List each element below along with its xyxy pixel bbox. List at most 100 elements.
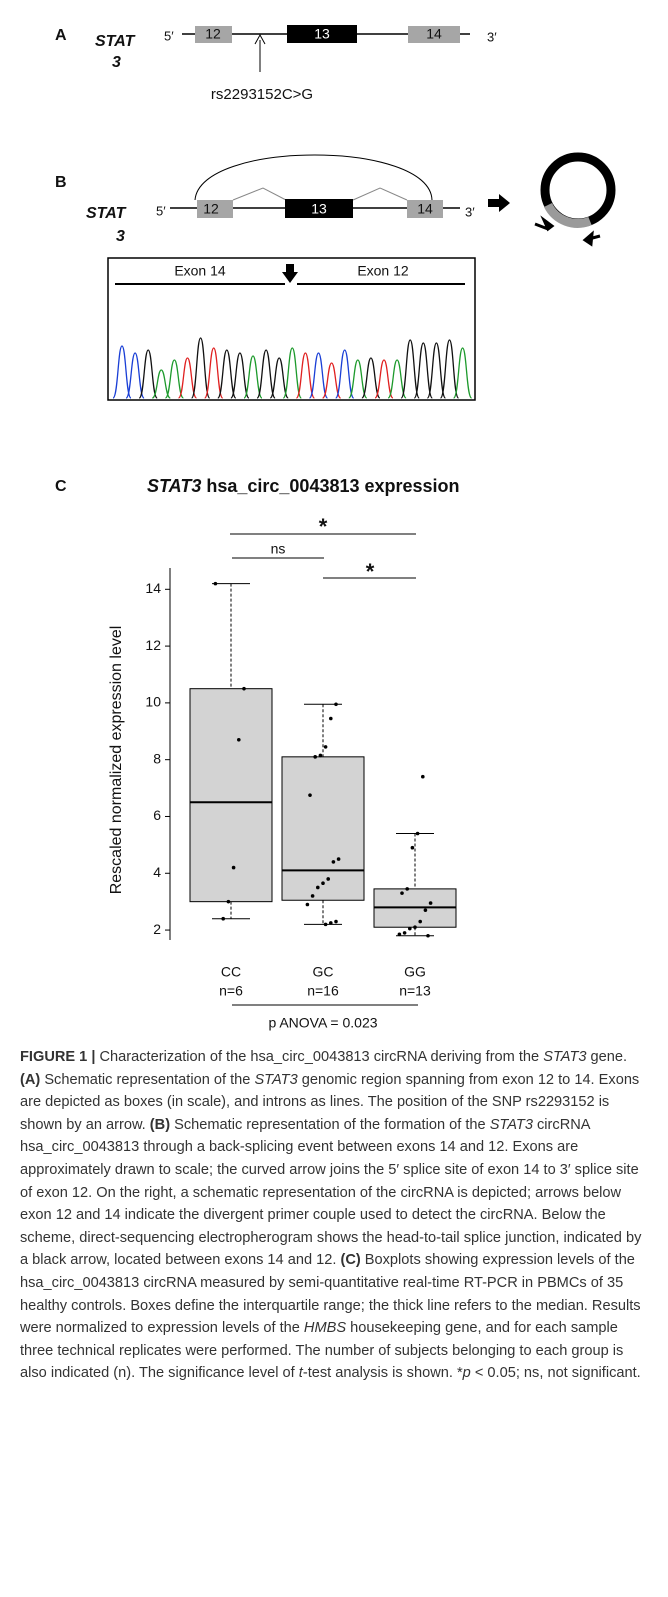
y-axis-label: Rescaled normalized expression level	[108, 626, 125, 895]
circrna-segment	[543, 202, 592, 228]
trace-peak	[269, 357, 289, 399]
trace-peak	[426, 342, 447, 399]
gene-label: 3	[116, 228, 125, 245]
gene-label: STAT	[95, 33, 136, 50]
chart-title: STAT3 hsa_circ_0043813 expression	[147, 476, 460, 496]
exon-label: 12	[205, 26, 221, 42]
y-tick-label: 8	[153, 750, 161, 766]
trace-peak	[151, 369, 171, 399]
trace-peak	[256, 349, 276, 399]
y-tick-label: 12	[145, 637, 161, 653]
exon-label: 13	[311, 201, 327, 217]
exon	[285, 199, 353, 218]
title-gene: STAT3	[147, 476, 201, 496]
data-point	[334, 702, 338, 707]
caption-text: < 0.05; ns, not significant.	[470, 1365, 641, 1382]
caption-text: genomic region spanning from exon 12 to …	[20, 1071, 640, 1133]
sig-star: *	[366, 559, 375, 584]
gene-label: 3	[112, 54, 121, 71]
data-point	[231, 865, 236, 870]
x-tick-label: GG	[404, 964, 426, 980]
data-point	[310, 894, 315, 898]
data-point	[318, 753, 323, 758]
data-point	[415, 831, 420, 836]
caption-text: Schematic representation of the	[40, 1071, 255, 1088]
data-point	[323, 745, 328, 749]
trace-peak	[374, 359, 394, 399]
data-point	[428, 901, 433, 905]
primer-arrow	[582, 230, 601, 247]
trace-peak	[125, 352, 145, 399]
data-point	[410, 845, 415, 850]
plot: 2 4 6 8 10 12 14 CC n=6 GC n=16 GG n=13 * ns * p ANOVA =…	[145, 514, 457, 1031]
data-point	[423, 908, 428, 912]
exon-label: 12	[203, 201, 219, 217]
caption-label: FIGURE 1 |	[20, 1049, 96, 1065]
trace-peak	[295, 352, 316, 399]
data-point	[316, 885, 320, 890]
data-point	[336, 857, 341, 861]
exon-label: 13	[314, 26, 330, 42]
caption-bold: (C)	[340, 1252, 361, 1269]
exon	[408, 26, 460, 43]
data-point	[331, 860, 336, 864]
y-tick-label: 10	[145, 694, 161, 710]
sig-star: *	[319, 514, 328, 539]
caption-bold: (B)	[149, 1116, 171, 1133]
electropherogram	[112, 337, 473, 399]
exon-label: 14	[426, 26, 442, 42]
data-point	[242, 686, 246, 691]
exon	[197, 200, 233, 218]
anova-label: p ANOVA = 0.023	[268, 1015, 377, 1031]
data-point	[305, 902, 310, 907]
exon	[195, 26, 232, 43]
title-text: hsa_circ_0043813 expression	[206, 476, 459, 496]
x-tick-label: GC	[313, 964, 334, 980]
caption-text: -test analysis is shown. *	[302, 1365, 463, 1382]
exon	[287, 25, 357, 43]
data-point	[329, 921, 333, 925]
splice-lines	[232, 187, 408, 201]
data-point	[329, 716, 333, 721]
caption-italic: STAT3	[489, 1116, 533, 1133]
trace-peak	[439, 339, 460, 399]
trace-peak	[335, 349, 355, 399]
trace-peak	[400, 339, 420, 399]
y-tick-label: 14	[145, 580, 161, 596]
data-point	[421, 774, 425, 779]
snp-arrowhead	[254, 33, 266, 45]
trace-peak	[217, 349, 237, 399]
trace-peak	[177, 357, 198, 399]
data-point	[408, 926, 412, 931]
data-point	[400, 891, 404, 895]
data-point	[226, 899, 231, 904]
trace-peak	[230, 352, 250, 399]
box	[281, 756, 365, 901]
backsplice-arc	[194, 154, 433, 201]
data-point	[413, 925, 417, 930]
caption-text: Schematic representation of the formatio…	[170, 1116, 490, 1133]
trace-peak	[164, 359, 185, 399]
panel-label: C	[55, 478, 67, 495]
exon-label: 14	[417, 201, 433, 217]
three-prime: 3′	[487, 29, 497, 44]
caption-italic: STAT3	[254, 1071, 298, 1088]
trace-peak	[308, 352, 329, 399]
data-point	[418, 919, 423, 924]
caption-text: circRNA hsa_circ_0043813 through a back-…	[20, 1116, 642, 1269]
three-prime: 3′	[465, 204, 475, 219]
data-point	[237, 738, 241, 742]
trace-peak	[204, 347, 224, 399]
caption-text: Characterization of the hsa_circ_0043813…	[95, 1049, 544, 1065]
trace-peak	[112, 345, 132, 399]
gene-label: STAT	[86, 205, 127, 222]
data-point	[321, 881, 325, 886]
trace-peak	[387, 359, 407, 399]
trace-peak	[321, 362, 342, 399]
trace-peak	[138, 349, 158, 399]
caption-bold: (A)	[20, 1071, 41, 1088]
caption-text: gene.	[586, 1049, 628, 1065]
caption-italic: t	[298, 1365, 303, 1382]
trace-peak	[361, 357, 381, 399]
